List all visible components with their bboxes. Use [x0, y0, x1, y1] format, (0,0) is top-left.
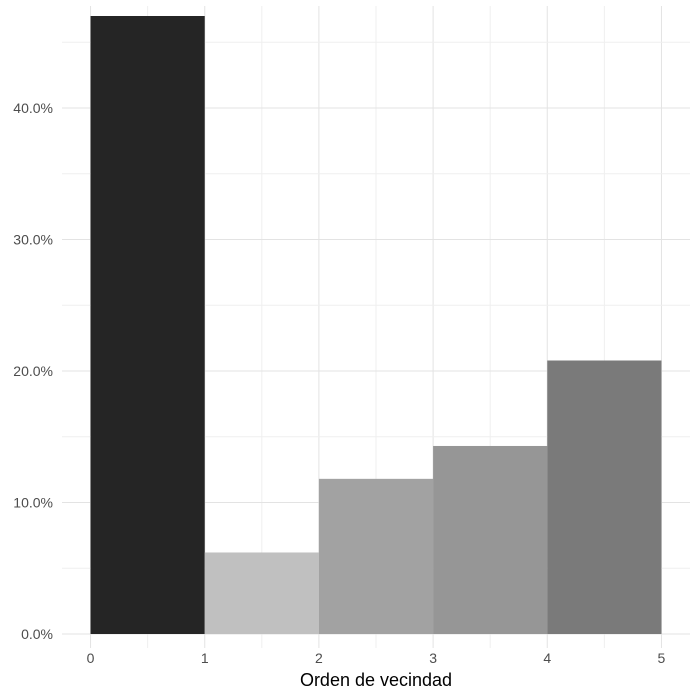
y-axis-tick-labels: 0.0% 10.0% 20.0% 30.0% 40.0% — [13, 100, 53, 642]
x-tick-label: 3 — [429, 650, 437, 666]
bar — [547, 360, 662, 634]
x-tick-label: 1 — [201, 650, 209, 666]
x-axis-title: Orden de vecindad — [300, 670, 452, 690]
x-axis-tick-labels: 0 1 2 3 4 5 — [87, 650, 666, 666]
x-tick-label: 5 — [658, 650, 666, 666]
y-tick-label: 10.0% — [13, 495, 53, 511]
bar — [318, 478, 434, 634]
x-tick-label: 4 — [543, 650, 551, 666]
x-tick-label: 2 — [315, 650, 323, 666]
y-tick-label: 30.0% — [13, 232, 53, 248]
x-tick-label: 0 — [87, 650, 95, 666]
bar — [433, 445, 548, 634]
bar — [90, 16, 205, 634]
y-tick-label: 40.0% — [13, 100, 53, 116]
y-tick-label: 20.0% — [13, 363, 53, 379]
bar — [204, 552, 319, 634]
y-tick-label: 0.0% — [21, 626, 53, 642]
bars — [90, 16, 662, 634]
